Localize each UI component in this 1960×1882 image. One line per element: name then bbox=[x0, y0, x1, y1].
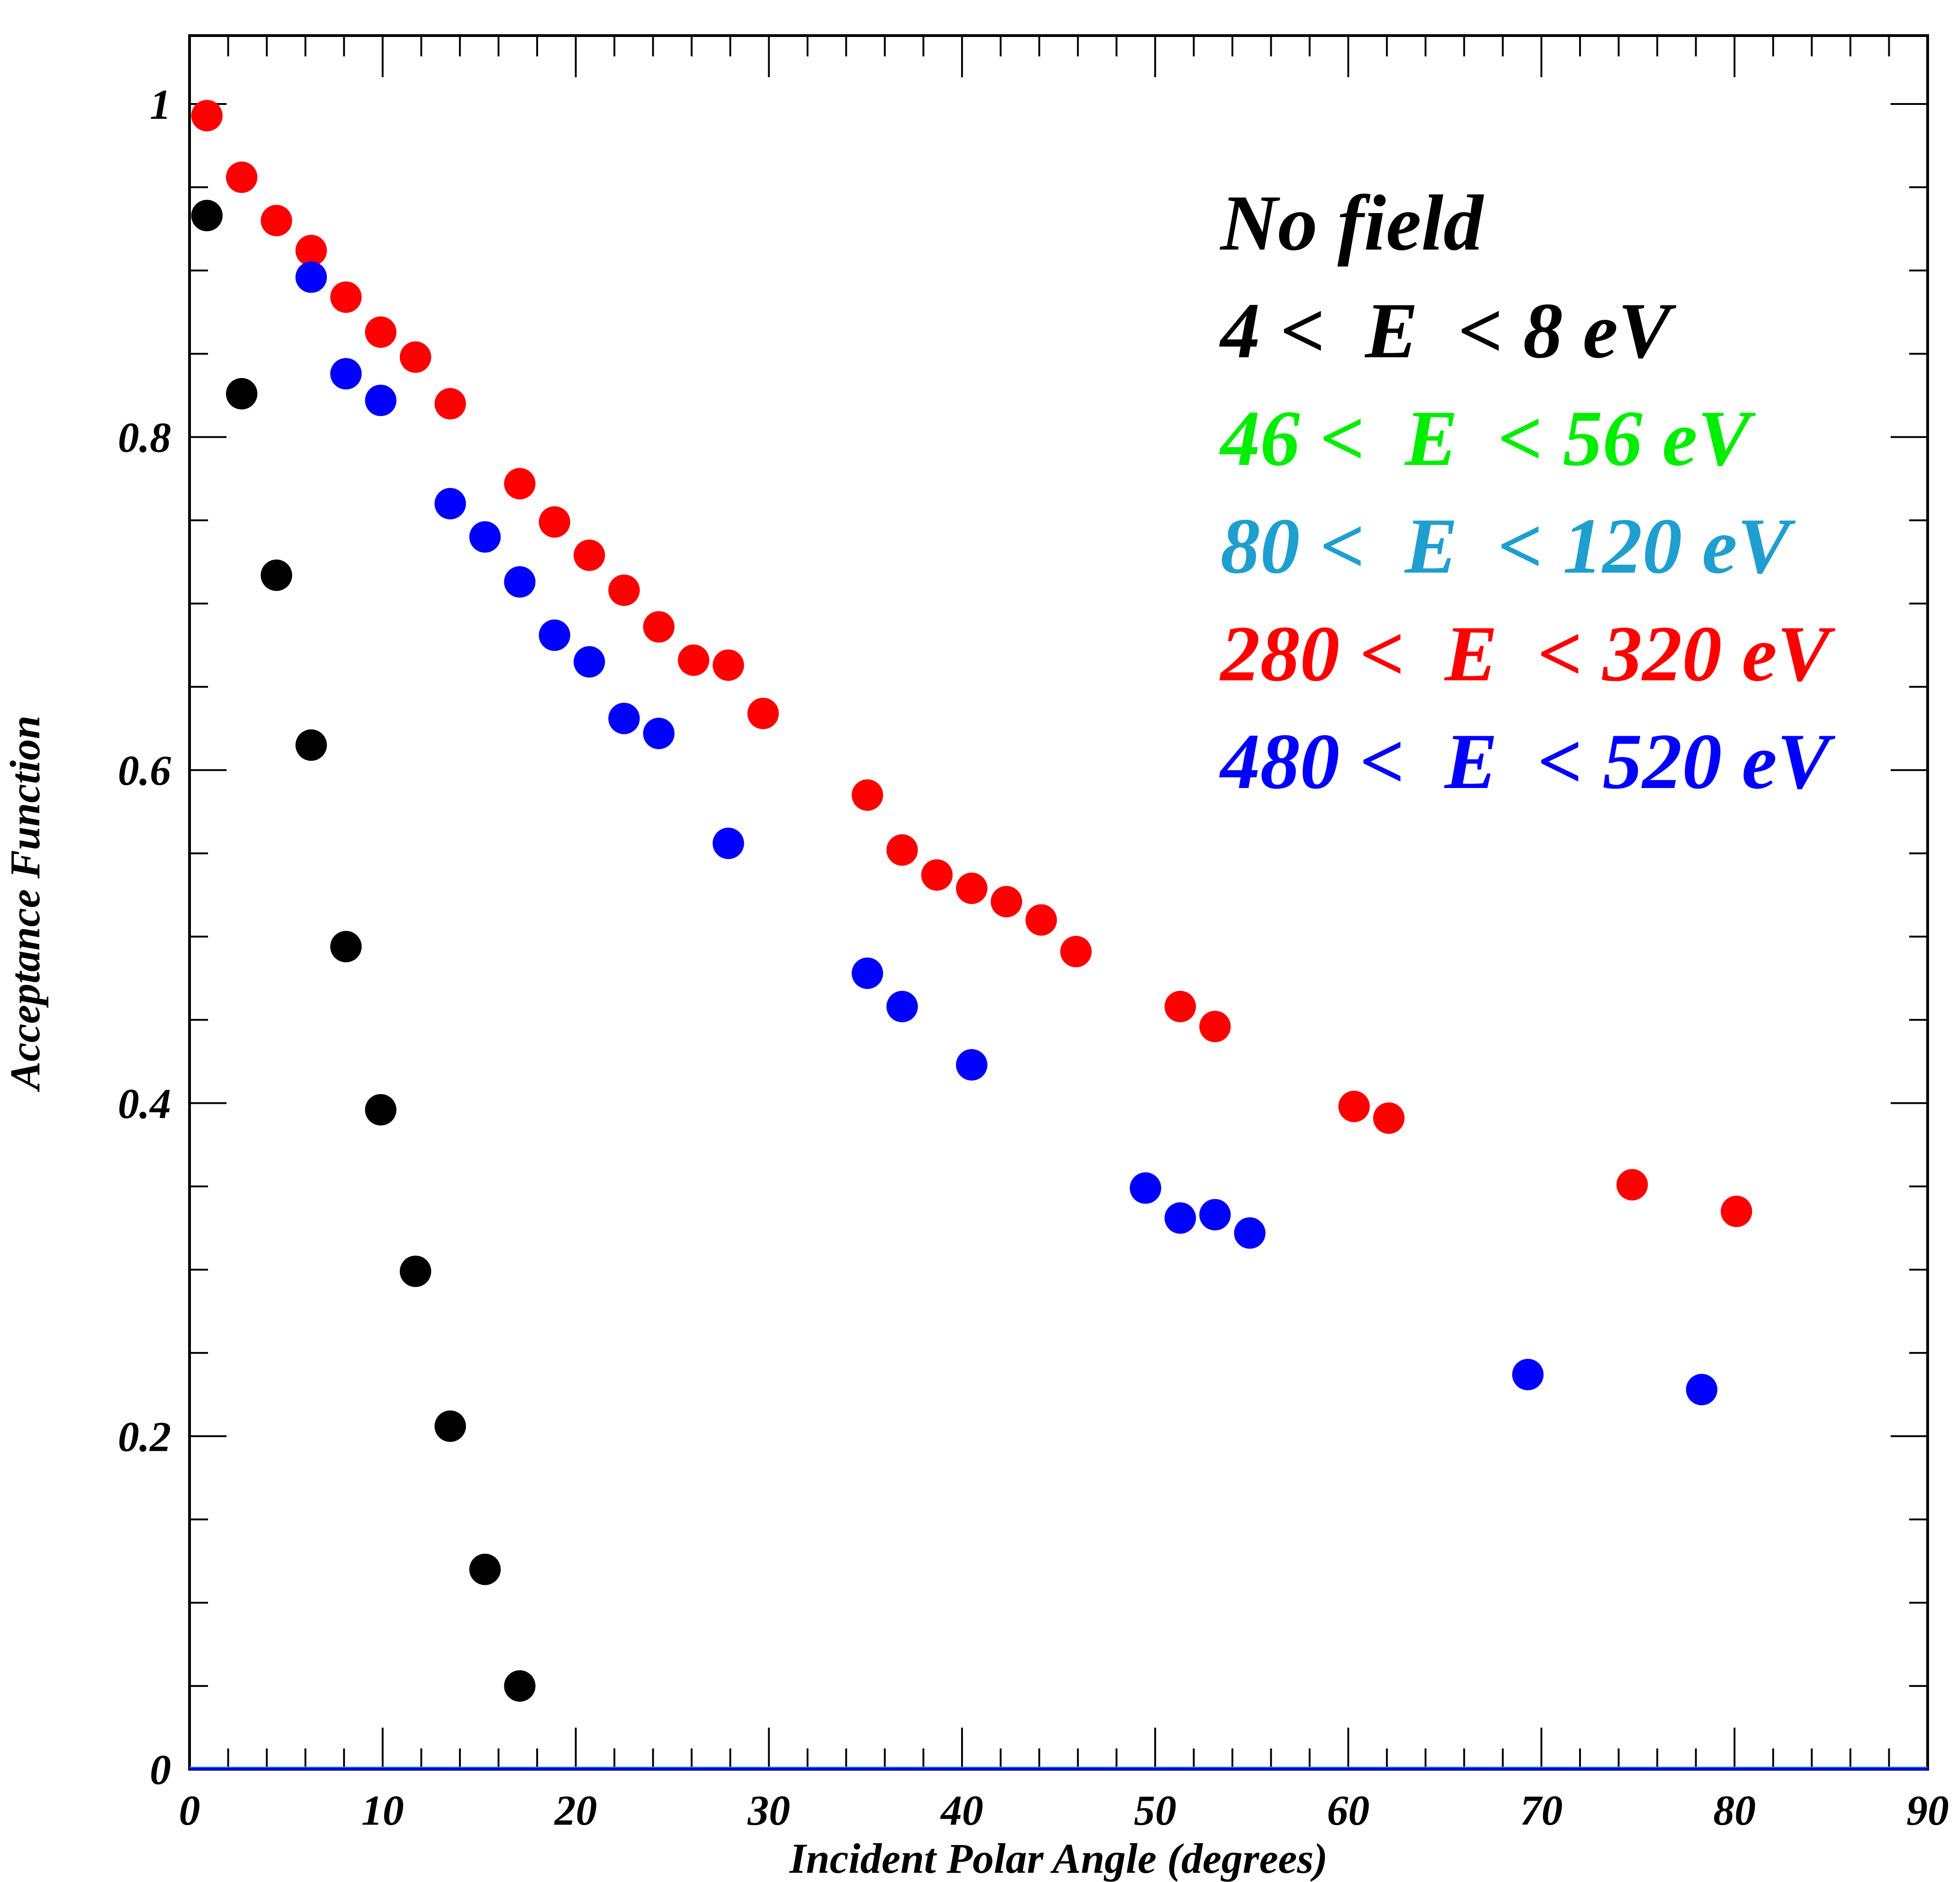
data-point bbox=[330, 281, 362, 313]
data-point bbox=[1512, 1359, 1544, 1391]
legend-entry: 280 < E < 320 eV bbox=[1219, 610, 1836, 698]
data-point bbox=[1234, 1217, 1266, 1249]
data-point bbox=[365, 385, 397, 416]
data-point bbox=[956, 873, 987, 904]
data-point bbox=[226, 378, 257, 409]
data-point bbox=[504, 468, 536, 500]
zero-baselines bbox=[190, 1766, 1928, 1770]
data-point bbox=[330, 931, 362, 963]
data-point bbox=[539, 619, 570, 651]
data-point bbox=[191, 100, 223, 132]
y-axis-title: Acceptance Function bbox=[1, 715, 49, 1092]
y-tick-labels: 0 0.2 0.4 0.6 0.8 1 bbox=[118, 81, 171, 1793]
legend-entry: 4 < E < 8 eV bbox=[1219, 287, 1677, 375]
data-point bbox=[573, 539, 605, 571]
data-point bbox=[1199, 1011, 1231, 1043]
data-point bbox=[1060, 935, 1092, 967]
x-tick-label: 80 bbox=[1713, 1787, 1756, 1834]
data-point bbox=[539, 506, 570, 538]
data-point bbox=[643, 717, 675, 749]
data-point bbox=[295, 729, 327, 761]
data-point bbox=[1721, 1195, 1752, 1227]
data-point bbox=[295, 261, 327, 293]
data-point bbox=[226, 161, 257, 193]
x-tick-label: 10 bbox=[361, 1787, 404, 1834]
data-point bbox=[435, 1410, 466, 1442]
x-tick-label: 40 bbox=[940, 1787, 983, 1834]
x-tick-label: 0 bbox=[179, 1787, 200, 1834]
y-tick-label: 0.6 bbox=[118, 747, 171, 794]
x-tick-label: 60 bbox=[1327, 1787, 1370, 1834]
legend-entry: 480 < E < 520 eV bbox=[1219, 718, 1836, 806]
y-tick-label: 0 bbox=[150, 1746, 171, 1793]
data-point bbox=[435, 388, 466, 420]
data-point bbox=[1338, 1091, 1370, 1123]
data-point bbox=[469, 1553, 501, 1585]
legend-entry: No field bbox=[1219, 179, 1484, 267]
data-point bbox=[678, 644, 710, 676]
y-tick-label: 0.2 bbox=[118, 1413, 171, 1460]
data-point bbox=[712, 827, 744, 859]
x-tick-label: 50 bbox=[1134, 1787, 1176, 1834]
x-tick-label: 90 bbox=[1906, 1787, 1949, 1834]
data-point bbox=[295, 235, 327, 267]
legend: No field 4 < E < 8 eV 46 < E < 56 eV 80 < E… bbox=[1219, 179, 1836, 806]
data-point bbox=[399, 341, 431, 373]
x-tick-label: 20 bbox=[554, 1787, 597, 1834]
data-point bbox=[1616, 1169, 1648, 1201]
data-point bbox=[1199, 1199, 1231, 1231]
legend-entry: 80 < E < 120 eV bbox=[1220, 502, 1796, 590]
data-point bbox=[191, 200, 223, 232]
data-point bbox=[504, 1670, 536, 1702]
x-axis-title: Incident Polar Angle (degrees) bbox=[789, 1835, 1328, 1882]
data-point bbox=[330, 358, 362, 390]
data-point bbox=[1164, 1202, 1196, 1234]
data-point bbox=[469, 521, 501, 553]
data-point bbox=[851, 779, 883, 811]
data-point bbox=[399, 1255, 431, 1287]
data-point bbox=[643, 611, 675, 643]
data-point bbox=[921, 859, 953, 891]
y-tick-label: 0.4 bbox=[118, 1080, 171, 1127]
data-point bbox=[712, 649, 744, 681]
x-tick-labels: 0 10 20 30 40 50 60 70 80 90 bbox=[179, 1787, 1949, 1834]
data-point bbox=[365, 316, 397, 348]
data-point bbox=[504, 566, 536, 598]
data-points bbox=[191, 100, 1752, 1702]
data-point bbox=[261, 205, 292, 237]
data-point bbox=[608, 574, 640, 606]
y-tick-label: 1 bbox=[150, 81, 171, 128]
data-point bbox=[573, 646, 605, 678]
data-point bbox=[1164, 990, 1196, 1022]
data-point bbox=[886, 990, 918, 1022]
x-tick-label: 30 bbox=[747, 1787, 790, 1834]
data-point bbox=[991, 886, 1023, 917]
data-point bbox=[747, 697, 779, 729]
data-point bbox=[1373, 1102, 1405, 1134]
data-point bbox=[1130, 1172, 1161, 1204]
data-point bbox=[851, 957, 883, 989]
x-tick-label: 70 bbox=[1520, 1787, 1562, 1834]
data-point bbox=[435, 488, 466, 519]
data-point bbox=[886, 834, 918, 866]
legend-entry: 46 < E < 56 eV bbox=[1219, 395, 1756, 483]
data-point bbox=[1025, 904, 1057, 936]
data-point bbox=[365, 1094, 397, 1126]
data-point bbox=[1686, 1374, 1718, 1405]
data-point bbox=[608, 703, 640, 734]
data-point bbox=[956, 1049, 987, 1081]
y-tick-label: 0.8 bbox=[118, 414, 171, 461]
data-point bbox=[261, 559, 292, 591]
